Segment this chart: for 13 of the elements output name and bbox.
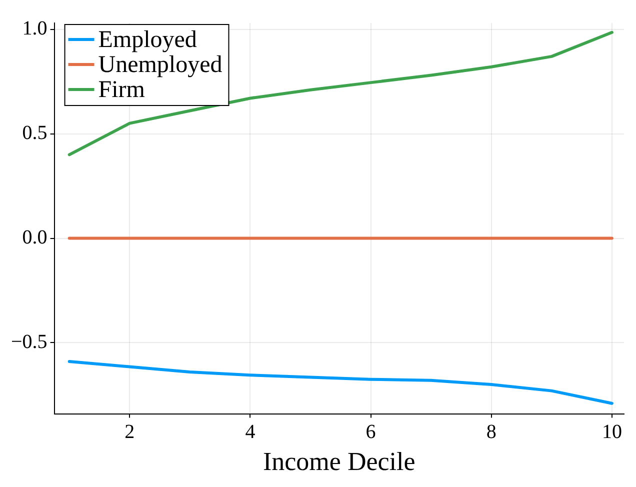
- x-tick-label: 4: [245, 421, 256, 444]
- y-tick-label: −0.5: [11, 330, 48, 353]
- y-tick-label: 1.0: [22, 18, 48, 40]
- x-tick-label: 8: [486, 421, 496, 444]
- legend-label: Employed: [98, 26, 197, 53]
- y-tick-label: 0.5: [22, 122, 48, 144]
- legend-label: Unemployed: [98, 52, 222, 78]
- y-tick-label: 0.0: [22, 226, 48, 249]
- x-tick-label: 10: [602, 421, 622, 444]
- x-tick-label: 2: [124, 421, 135, 444]
- x-axis-title: Income Decile: [262, 447, 416, 476]
- x-tick-label: 6: [366, 421, 376, 444]
- legend-label: Firm: [98, 76, 146, 103]
